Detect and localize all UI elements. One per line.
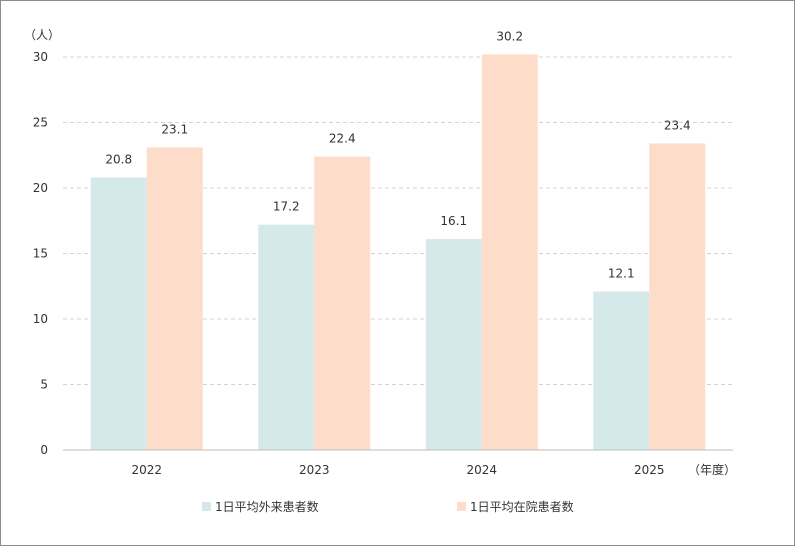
data-label: 17.2 (273, 200, 300, 214)
data-label: 20.8 (105, 153, 132, 167)
x-tick-label: 2022 (131, 463, 162, 477)
bar-inpatient-2022 (146, 147, 203, 450)
y-tick-label: 30 (33, 50, 48, 64)
bar-outpatient-2022 (90, 177, 147, 450)
y-tick-label: 15 (33, 247, 48, 261)
legend-label: 1日平均外来患者数 (215, 499, 319, 514)
bar-outpatient-2023 (258, 224, 315, 450)
data-label: 23.4 (664, 118, 691, 132)
data-label: 30.2 (496, 29, 523, 43)
bar-outpatient-2024 (425, 239, 482, 450)
y-tick-label: 0 (40, 443, 48, 457)
x-tick-label: 2023 (299, 463, 330, 477)
legend-label: 1日平均在院患者数 (470, 499, 574, 514)
bar-inpatient-2023 (314, 156, 371, 450)
data-label: 12.1 (608, 266, 635, 280)
x-axis-unit: （年度） (688, 462, 736, 477)
y-tick-label: 20 (33, 181, 48, 195)
y-axis-ticks: 0 5 10 15 20 25 30 (33, 50, 48, 457)
bar-inpatient-2024 (481, 54, 538, 450)
data-labels: 20.8 23.1 17.2 22.4 16.1 30.2 12.1 23.4 (105, 29, 690, 280)
y-tick-label: 10 (33, 312, 48, 326)
legend: 1日平均外来患者数 1日平均在院患者数 (202, 499, 574, 514)
y-tick-label: 25 (33, 116, 48, 130)
data-label: 23.1 (161, 122, 188, 136)
bar-inpatient-2025 (649, 143, 706, 450)
y-axis-unit: （人） (24, 28, 60, 42)
y-tick-label: 5 (40, 378, 48, 392)
legend-swatch (457, 502, 466, 511)
x-axis-ticks: 2022 2023 2024 2025 (131, 463, 664, 477)
bars (90, 54, 706, 450)
bar-outpatient-2025 (593, 291, 650, 450)
legend-swatch (202, 502, 211, 511)
x-tick-label: 2024 (466, 463, 497, 477)
data-label: 16.1 (440, 214, 467, 228)
x-tick-label: 2025 (634, 463, 665, 477)
data-label: 22.4 (329, 132, 356, 146)
